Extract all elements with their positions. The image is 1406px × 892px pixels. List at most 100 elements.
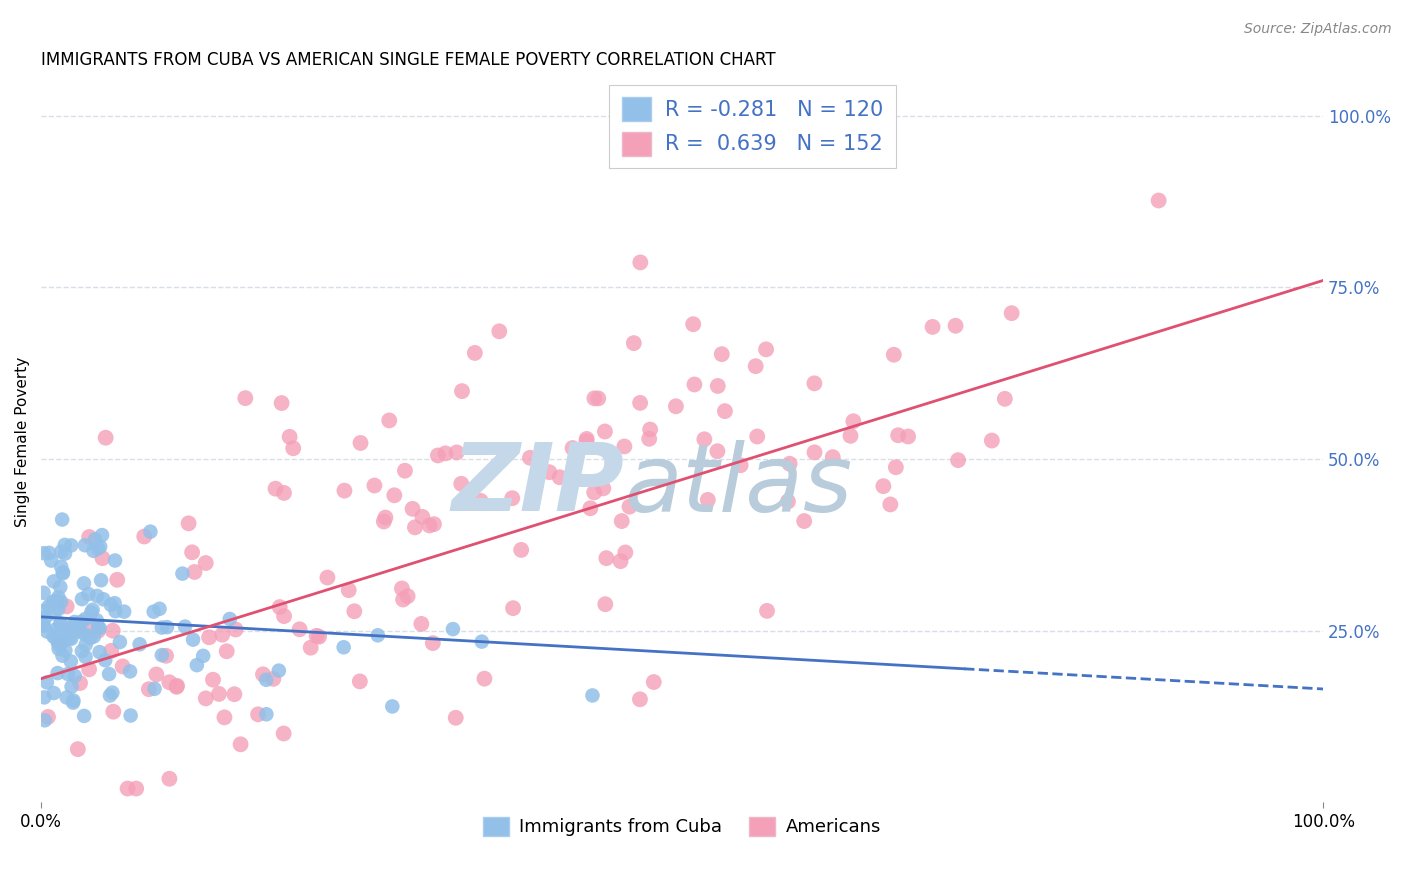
Americans bbox=[548, 470, 571, 484]
Americans bbox=[730, 458, 752, 472]
Americans bbox=[747, 429, 769, 443]
Americans bbox=[229, 737, 252, 751]
Americans bbox=[614, 545, 637, 559]
Immigrants from Cuba bbox=[174, 619, 197, 633]
Americans bbox=[575, 432, 598, 446]
Immigrants from Cuba bbox=[381, 699, 404, 714]
Americans bbox=[609, 554, 631, 568]
Americans bbox=[215, 644, 238, 658]
Americans bbox=[887, 428, 910, 442]
Americans bbox=[595, 551, 617, 566]
Immigrants from Cuba bbox=[52, 634, 75, 648]
Immigrants from Cuba bbox=[59, 631, 82, 645]
Americans bbox=[872, 479, 894, 493]
Americans bbox=[166, 679, 188, 693]
Immigrants from Cuba bbox=[60, 538, 83, 552]
Immigrants from Cuba bbox=[62, 693, 84, 707]
Americans bbox=[48, 638, 70, 652]
Americans bbox=[756, 604, 779, 618]
Americans bbox=[683, 377, 706, 392]
Immigrants from Cuba bbox=[80, 606, 103, 620]
Americans bbox=[262, 672, 284, 686]
Immigrants from Cuba bbox=[45, 594, 67, 608]
Americans bbox=[444, 711, 467, 725]
Immigrants from Cuba bbox=[69, 624, 91, 639]
Immigrants from Cuba bbox=[118, 665, 141, 679]
Immigrants from Cuba bbox=[53, 547, 76, 561]
Americans bbox=[134, 529, 156, 543]
Immigrants from Cuba bbox=[60, 680, 83, 694]
Americans bbox=[583, 392, 606, 406]
Immigrants from Cuba bbox=[42, 574, 65, 589]
Americans bbox=[404, 520, 426, 534]
Americans bbox=[706, 444, 728, 458]
Americans bbox=[744, 359, 766, 374]
Americans bbox=[94, 431, 117, 445]
Americans bbox=[363, 478, 385, 492]
Americans bbox=[628, 396, 651, 410]
Immigrants from Cuba bbox=[139, 524, 162, 539]
Americans bbox=[343, 604, 366, 618]
Immigrants from Cuba bbox=[267, 664, 290, 678]
Immigrants from Cuba bbox=[46, 666, 69, 681]
Immigrants from Cuba bbox=[186, 658, 208, 673]
Immigrants from Cuba bbox=[94, 653, 117, 667]
Immigrants from Cuba bbox=[83, 543, 105, 558]
Americans bbox=[755, 343, 778, 357]
Immigrants from Cuba bbox=[148, 602, 170, 616]
Immigrants from Cuba bbox=[34, 714, 56, 728]
Americans bbox=[423, 517, 446, 532]
Immigrants from Cuba bbox=[73, 576, 96, 591]
Immigrants from Cuba bbox=[49, 559, 72, 574]
Americans bbox=[145, 667, 167, 681]
Immigrants from Cuba bbox=[75, 638, 97, 652]
Americans bbox=[538, 465, 561, 479]
Americans bbox=[155, 648, 177, 663]
Americans bbox=[776, 494, 799, 508]
Immigrants from Cuba bbox=[62, 619, 84, 633]
Immigrants from Cuba bbox=[86, 614, 108, 628]
Immigrants from Cuba bbox=[172, 566, 194, 581]
Immigrants from Cuba bbox=[101, 685, 124, 699]
Americans bbox=[488, 324, 510, 338]
Americans bbox=[803, 376, 825, 391]
Text: ZIP: ZIP bbox=[451, 439, 624, 531]
Immigrants from Cuba bbox=[35, 675, 58, 690]
Text: Source: ZipAtlas.com: Source: ZipAtlas.com bbox=[1244, 22, 1392, 37]
Americans bbox=[980, 434, 1002, 448]
Americans bbox=[201, 673, 224, 687]
Americans bbox=[125, 781, 148, 796]
Americans bbox=[225, 623, 247, 637]
Americans bbox=[264, 482, 287, 496]
Americans bbox=[273, 726, 295, 740]
Immigrants from Cuba bbox=[104, 553, 127, 567]
Immigrants from Cuba bbox=[98, 689, 121, 703]
Immigrants from Cuba bbox=[38, 546, 60, 560]
Immigrants from Cuba bbox=[32, 690, 55, 705]
Americans bbox=[994, 392, 1017, 406]
Americans bbox=[194, 691, 217, 706]
Americans bbox=[392, 592, 415, 607]
Immigrants from Cuba bbox=[42, 629, 65, 643]
Americans bbox=[373, 515, 395, 529]
Americans bbox=[411, 616, 433, 631]
Americans bbox=[105, 573, 128, 587]
Immigrants from Cuba bbox=[35, 624, 58, 639]
Americans bbox=[316, 570, 339, 584]
Immigrants from Cuba bbox=[77, 587, 100, 601]
Americans bbox=[273, 609, 295, 624]
Immigrants from Cuba bbox=[42, 607, 65, 621]
Immigrants from Cuba bbox=[48, 641, 70, 656]
Americans bbox=[247, 707, 270, 722]
Americans bbox=[586, 392, 609, 406]
Immigrants from Cuba bbox=[91, 528, 114, 542]
Immigrants from Cuba bbox=[89, 645, 111, 659]
Immigrants from Cuba bbox=[332, 640, 354, 655]
Americans bbox=[502, 601, 524, 615]
Americans bbox=[411, 509, 433, 524]
Americans bbox=[283, 442, 305, 456]
Immigrants from Cuba bbox=[32, 586, 55, 600]
Americans bbox=[696, 492, 718, 507]
Americans bbox=[374, 510, 396, 524]
Americans bbox=[1001, 306, 1024, 320]
